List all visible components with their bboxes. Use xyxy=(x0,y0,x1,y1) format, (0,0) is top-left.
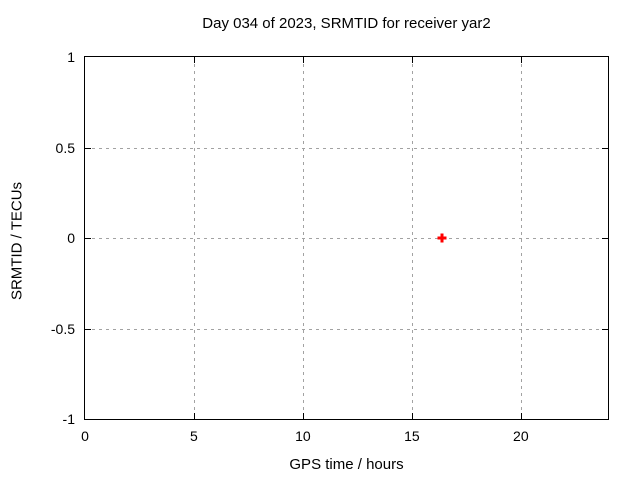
x-tick-bottom xyxy=(193,413,195,419)
y-axis-label: SRMTID / TECUs xyxy=(8,181,26,301)
y-tick-right xyxy=(602,238,608,239)
x-axis-label: GPS time / hours xyxy=(289,456,404,473)
y-tick-label: 0 xyxy=(67,230,75,246)
x-tick-bottom xyxy=(520,413,522,419)
y-tick-right xyxy=(602,147,608,149)
x-tick-label: 15 xyxy=(404,428,420,444)
y-tick-label: -0.5 xyxy=(50,320,75,337)
x-tick-top xyxy=(520,57,522,63)
x-tick-label: 20 xyxy=(513,428,529,444)
x-tick-bottom xyxy=(411,413,413,419)
y-tick-right xyxy=(602,328,608,330)
y-tick-label: -1 xyxy=(62,411,75,427)
marker-bar-vertical xyxy=(440,233,444,243)
y-tick-label: 0.5 xyxy=(55,139,75,156)
data-point-marker xyxy=(437,233,447,243)
x-tick-top xyxy=(302,57,304,63)
y-tick-left xyxy=(85,238,91,239)
y-tick-left xyxy=(85,147,91,149)
y-tick-left xyxy=(85,328,91,330)
x-tick-label: 0 xyxy=(81,428,89,444)
h-gridline xyxy=(85,147,608,149)
h-gridline xyxy=(85,238,608,239)
x-tick-label: 5 xyxy=(190,428,198,444)
chart-title: Day 034 of 2023, SRMTID for receiver yar… xyxy=(202,15,491,32)
x-tick-top xyxy=(193,57,195,63)
x-tick-bottom xyxy=(302,413,304,419)
h-gridline xyxy=(85,328,608,330)
x-tick-top xyxy=(411,57,413,63)
y-tick-label: 1 xyxy=(67,49,75,65)
plot-area: 0 5 10 15 20 -1 -0.5 0 0.5 1 xyxy=(51,49,609,444)
x-tick-label: 10 xyxy=(295,428,311,444)
